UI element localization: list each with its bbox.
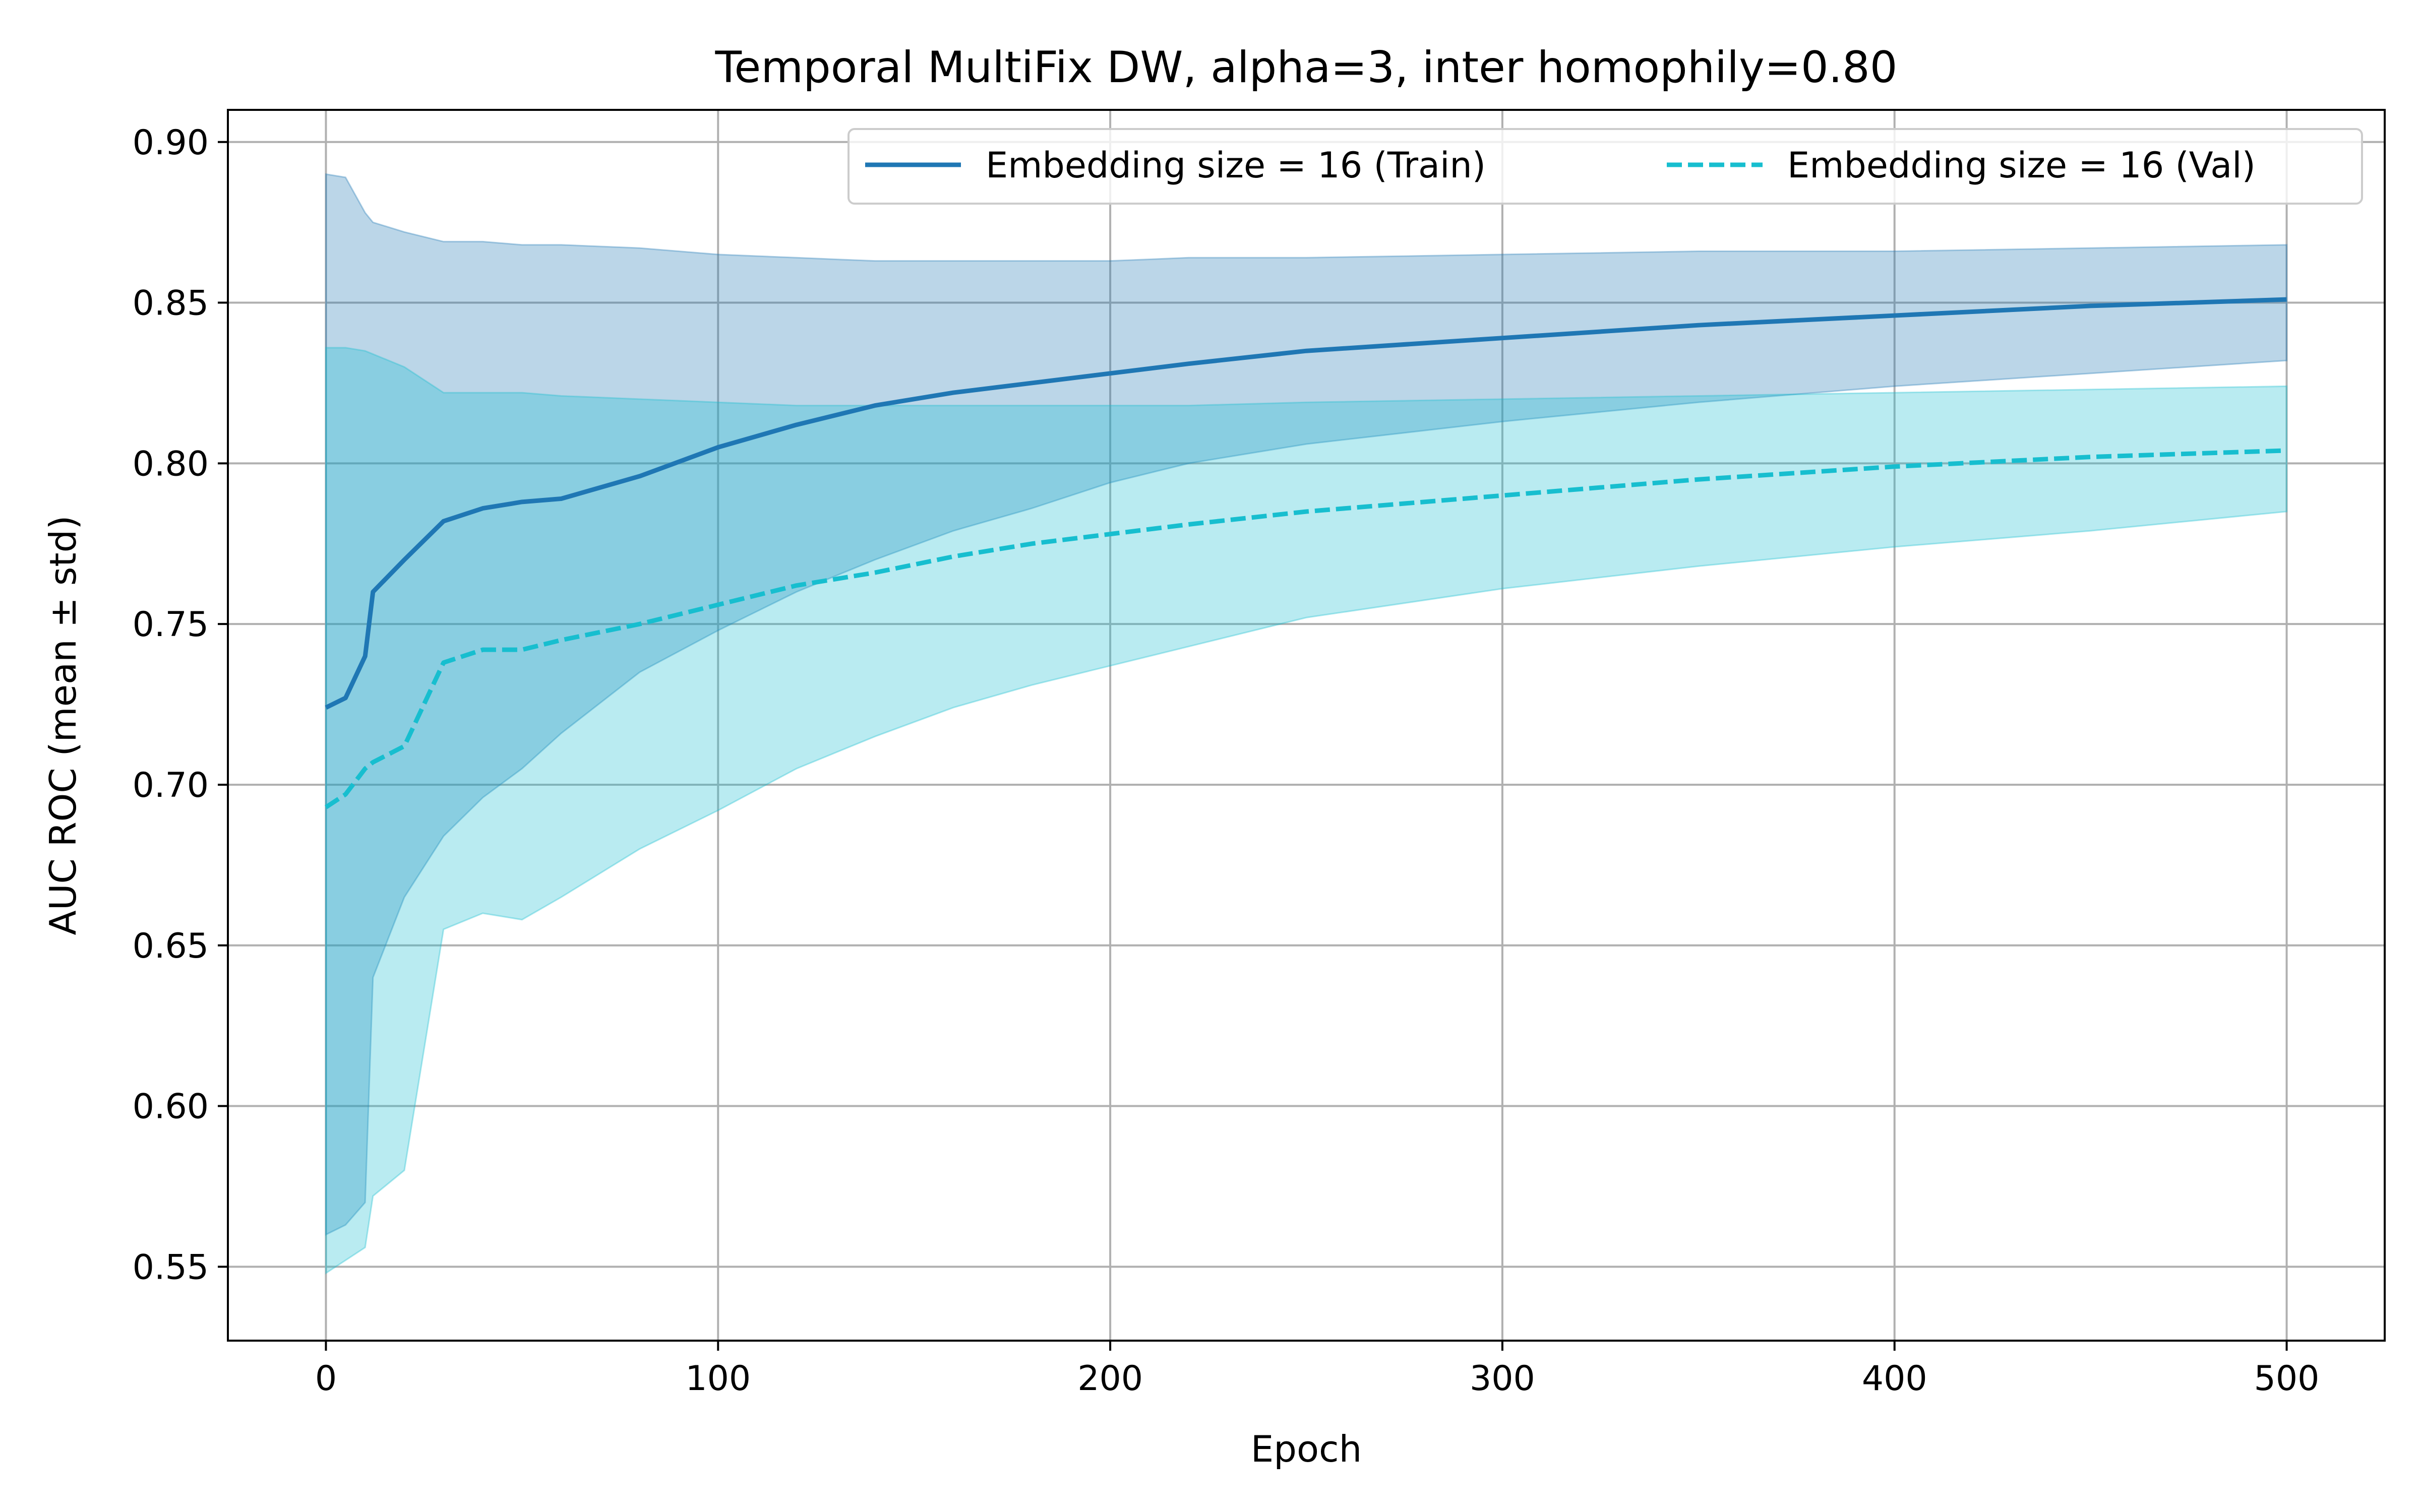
y-tick-label: 0.85 (133, 284, 209, 324)
y-tick-label: 0.80 (133, 444, 209, 484)
plot-frame (227, 109, 2386, 1342)
x-tick-label: 400 (1862, 1359, 1927, 1399)
y-tick-label: 0.75 (133, 605, 209, 645)
y-tick-label: 0.90 (133, 123, 209, 163)
y-tick-label: 0.65 (133, 926, 209, 966)
y-axis-label: AUC ROC (mean ± std) (42, 516, 84, 935)
legend: Embedding size = 16 (Train) Embedding si… (848, 128, 2363, 205)
x-axis-label: Epoch (1251, 1428, 1362, 1470)
y-tick-label: 0.55 (133, 1247, 209, 1287)
legend-label-train: Embedding size = 16 (Train) (986, 145, 1486, 186)
x-tick-label: 500 (2254, 1359, 2320, 1399)
y-tick-label: 0.70 (133, 766, 209, 805)
x-tick-label: 0 (315, 1359, 337, 1399)
legend-box (848, 128, 2363, 205)
y-tick-label: 0.60 (133, 1087, 209, 1127)
std-band-0 (325, 173, 2288, 1236)
x-tick-label: 300 (1470, 1359, 1535, 1399)
x-tick-label: 100 (685, 1359, 751, 1399)
x-tick-label: 200 (1077, 1359, 1143, 1399)
std-bands (325, 173, 2288, 1275)
series-lines (324, 297, 2287, 809)
chart-title: Temporal MultiFix DW, alpha=3, inter hom… (715, 42, 1898, 93)
series-line-1 (324, 448, 2287, 809)
series-line-0 (325, 297, 2287, 710)
ticks: 0 100 200 300 400 500 0.55 0.60 0.65 0.70 0.75 0.80… (133, 123, 2320, 1399)
std-band-1 (325, 347, 2288, 1275)
legend-label-val: Embedding size = 16 (Val) (1787, 145, 2256, 186)
